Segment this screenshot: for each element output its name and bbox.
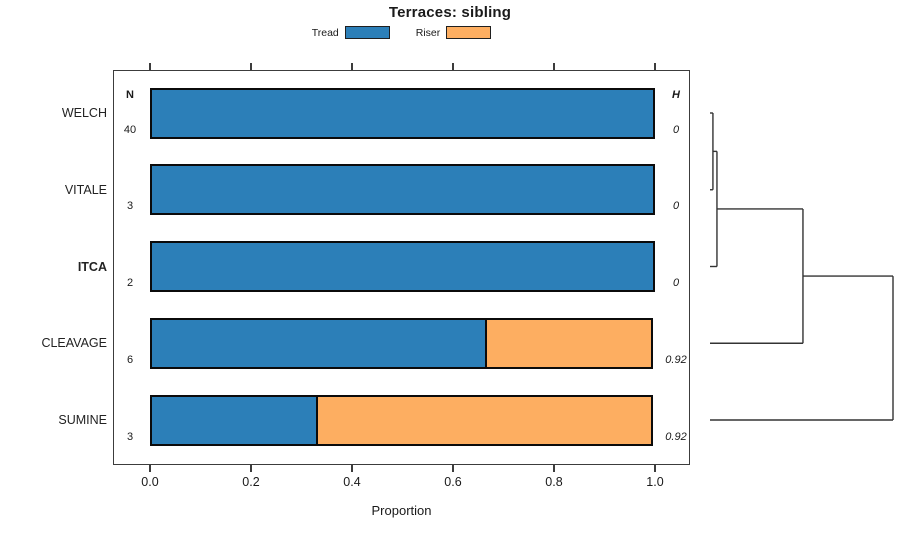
bar-segment-tread: [150, 87, 655, 139]
axis-tick-bottom: [452, 465, 454, 472]
x-tick-label: 0.6: [444, 475, 462, 489]
h-value: 0: [672, 200, 680, 213]
bar-segment-tread: [150, 164, 655, 216]
legend-swatch-tread: [344, 26, 390, 39]
legend-item-tread: Tread: [312, 26, 390, 39]
h-value: 0: [672, 123, 680, 136]
n-value: 3: [126, 430, 134, 443]
bar-segment-tread: [150, 317, 487, 369]
axis-tick-top: [654, 63, 656, 70]
legend-swatch-riser: [446, 26, 492, 39]
h-value: 0.92: [665, 430, 687, 443]
axis-tick-top: [149, 63, 151, 70]
axis-tick-bottom: [250, 465, 252, 472]
x-tick-label: 0.2: [242, 475, 260, 489]
legend-label-tread: Tread: [311, 26, 339, 39]
n-column-header: N: [126, 89, 134, 101]
n-value: 2: [126, 277, 134, 289]
axis-tick-bottom: [553, 465, 555, 472]
bar-segment-riser: [316, 394, 653, 446]
axis-tick-top: [553, 63, 555, 70]
h-value: 0: [672, 277, 680, 289]
legend-label-riser: Riser: [415, 26, 441, 39]
axis-tick-top: [250, 63, 252, 70]
chart-title: Terraces: sibling: [388, 4, 512, 21]
category-label-cleavage: CLEAVAGE: [41, 336, 107, 351]
bar-segment-riser: [484, 317, 653, 369]
category-label-vitale: VITALE: [64, 182, 107, 197]
bar-row-welch: [150, 87, 655, 139]
x-tick-label: 0.4: [343, 475, 361, 489]
axis-tick-top: [351, 63, 353, 70]
bar-row-itca: [150, 241, 655, 292]
axis-tick-top: [452, 63, 454, 70]
x-tick-label: 0.0: [141, 475, 159, 489]
h-value: 0.92: [665, 353, 687, 366]
axis-tick-bottom: [654, 465, 656, 472]
bar-segment-tread: [150, 394, 319, 446]
category-label-sumine: SUMINE: [58, 413, 107, 427]
legend: Tread Riser: [113, 24, 690, 41]
x-axis-label: Proportion: [371, 503, 432, 518]
bar-row-cleavage: [150, 317, 655, 369]
axis-tick-bottom: [149, 465, 151, 472]
x-tick-label: 0.8: [545, 475, 563, 489]
category-label-welch: WELCH: [61, 106, 107, 120]
axis-tick-bottom: [351, 465, 353, 472]
category-label-itca: ITCA: [77, 259, 107, 274]
bar-segment-tread: [150, 241, 655, 292]
legend-item-riser: Riser: [416, 26, 492, 39]
n-value: 6: [126, 353, 134, 366]
plot-area: [113, 70, 690, 465]
x-tick-label: 1.0: [646, 475, 664, 489]
n-value: 40: [123, 123, 137, 136]
bar-row-vitale: [150, 164, 655, 216]
h-column-header: H: [672, 89, 680, 101]
n-value: 3: [126, 200, 134, 213]
bar-row-sumine: [150, 394, 655, 446]
